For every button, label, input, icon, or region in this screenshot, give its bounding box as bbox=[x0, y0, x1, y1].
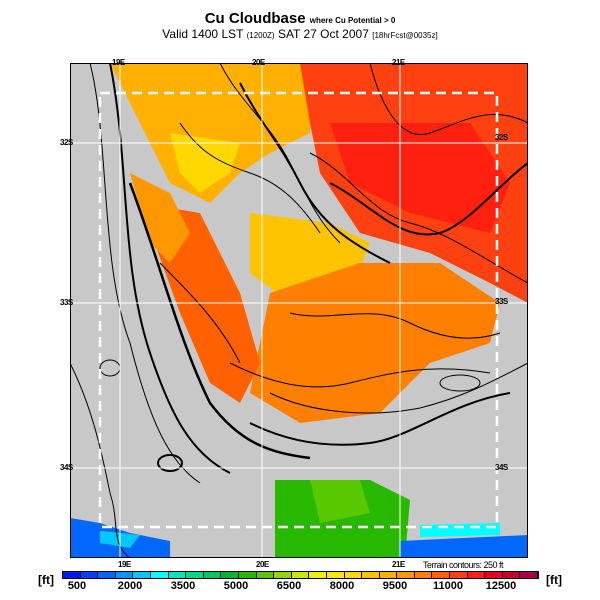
colorbar-swatch bbox=[309, 572, 327, 578]
colorbar-label: 9500 bbox=[382, 580, 408, 592]
cloudbase-area-light-yellow bbox=[170, 133, 240, 193]
colorbar-swatch bbox=[203, 572, 222, 578]
colorbar-label: 6500 bbox=[276, 580, 302, 592]
colorbar-swatch bbox=[115, 572, 134, 578]
lat-label-right-32s: 32S bbox=[495, 133, 508, 142]
map-subtitle: Valid 1400 LST (1200Z) SAT 27 Oct 2007 [… bbox=[0, 27, 600, 41]
cloudbase-map bbox=[70, 63, 528, 558]
colorbar-swatch bbox=[238, 572, 257, 578]
colorbar-swatch bbox=[256, 572, 275, 578]
lon-label-bottom-19e: 19E bbox=[118, 560, 131, 569]
colorbar-swatch bbox=[291, 572, 310, 578]
colorbar-swatch bbox=[414, 572, 433, 578]
colorbar-unit-right: [ft] bbox=[546, 573, 562, 587]
colorbar-swatch bbox=[379, 572, 398, 578]
valid-date: SAT 27 Oct 2007 bbox=[277, 27, 369, 41]
colorbar-swatch bbox=[168, 572, 187, 578]
lat-lon-grid bbox=[70, 63, 528, 558]
cloudbase-fill bbox=[70, 63, 528, 558]
colorbar-swatch bbox=[485, 572, 503, 578]
lon-label-top-19e: 19E bbox=[112, 58, 125, 67]
colorbar-swatch bbox=[98, 572, 116, 578]
colorbar-swatch bbox=[150, 572, 169, 578]
colorbar-label: 2000 bbox=[117, 580, 143, 592]
cloudbase-area-cyan-se bbox=[420, 523, 500, 537]
colorbar-swatch bbox=[362, 572, 380, 578]
valid-time: Valid 1400 LST bbox=[162, 27, 244, 41]
colorbar-label: 500 bbox=[67, 580, 87, 592]
colorbar-label: 8000 bbox=[329, 580, 355, 592]
inner-domain-boundary bbox=[98, 91, 499, 529]
colorbar-swatch bbox=[133, 572, 151, 578]
colorbar-swatch bbox=[450, 572, 468, 578]
colorbar-swatch bbox=[467, 572, 486, 578]
colorbar-swatch bbox=[432, 572, 451, 578]
cloudbase-area-yellow bbox=[110, 63, 310, 203]
cloudbase-area-left-orange bbox=[130, 173, 190, 263]
colorbar-swatch bbox=[520, 572, 539, 578]
colorbar-swatch bbox=[344, 572, 363, 578]
colorbar-swatch bbox=[397, 572, 415, 578]
colorbar-swatch bbox=[326, 572, 345, 578]
cloudbase-area-green bbox=[275, 480, 410, 558]
lat-label-right-33s: 33S bbox=[495, 297, 508, 306]
map-frame bbox=[70, 63, 528, 558]
lat-label-left-33s: 33S bbox=[60, 298, 73, 307]
lon-label-bottom-21e: 21E bbox=[392, 560, 405, 569]
colorbar-label: 5000 bbox=[223, 580, 249, 592]
map-title: Cu Cloudbase where Cu Potential > 0 bbox=[0, 10, 600, 27]
colorbar-label: 11000 bbox=[433, 580, 463, 592]
colorbar-unit-left: [ft] bbox=[38, 573, 54, 587]
forecast-run: [18hrFcst@0035z] bbox=[372, 31, 438, 40]
colorbar-swatch bbox=[274, 572, 292, 578]
colorbar-swatch bbox=[221, 572, 239, 578]
utc-time: (1200Z) bbox=[246, 31, 275, 40]
terrain-contour-note: Terrain contours: 250 ft bbox=[423, 560, 504, 570]
colorbar bbox=[62, 571, 540, 579]
colorbar-swatch bbox=[186, 572, 204, 578]
lat-label-right-34s: 34S bbox=[495, 463, 508, 472]
lon-label-top-21e: 21E bbox=[392, 58, 405, 67]
lat-label-left-32s: 32S bbox=[60, 138, 73, 147]
colorbar-swatch bbox=[63, 572, 81, 578]
colorbar-swatch bbox=[80, 572, 99, 578]
lon-label-top-20e: 20E bbox=[252, 58, 265, 67]
lon-label-bottom-20e: 20E bbox=[256, 560, 269, 569]
cloudbase-area-blue-se bbox=[400, 535, 528, 558]
lat-label-left-34s: 34S bbox=[60, 463, 73, 472]
cloudbase-area-light-green bbox=[310, 480, 370, 523]
cloudbase-area-deep-red bbox=[330, 123, 510, 233]
title-main: Cu Cloudbase bbox=[204, 10, 306, 27]
colorbar-swatch bbox=[502, 572, 521, 578]
colorbar-label: 12500 bbox=[485, 580, 517, 592]
title-qualifier: where Cu Potential > 0 bbox=[309, 16, 396, 25]
colorbar-label: 3500 bbox=[170, 580, 196, 592]
